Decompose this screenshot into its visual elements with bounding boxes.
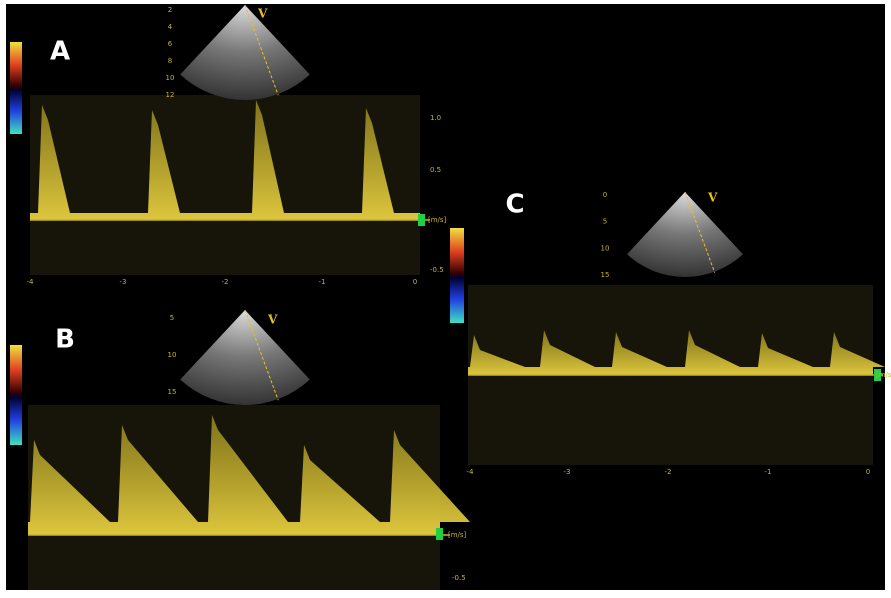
time-tick-label: -1: [319, 278, 326, 286]
time-tick-label: -2: [222, 278, 229, 286]
depth-tick-label: 0: [603, 191, 607, 199]
time-tick-label: -4: [27, 278, 35, 286]
time-tick-label: -1: [765, 468, 772, 476]
spectrum-window: [30, 95, 420, 275]
depth-tick-label: 5: [603, 218, 607, 226]
cursor-line: [244, 4, 279, 96]
depth-tick-label: 10: [168, 351, 177, 359]
depth-tick-label: 6: [168, 40, 173, 48]
doppler-spectrum: [468, 330, 885, 375]
direction-marker: V: [707, 191, 718, 205]
velocity-tick-label: -0.5: [430, 266, 444, 274]
color-bar: [10, 345, 22, 445]
panel-label: B: [55, 325, 75, 355]
baseline-marker: [874, 369, 881, 381]
cursor-line: [684, 191, 716, 273]
time-tick-label: 0: [866, 468, 870, 476]
velocity-unit: [m/s]: [876, 371, 891, 379]
baseline-marker: [418, 214, 425, 226]
depth-tick-label: 2: [168, 6, 172, 14]
color-bar: [10, 42, 22, 134]
depth-tick-label: 8: [168, 57, 172, 65]
time-tick-label: 0: [413, 278, 417, 286]
velocity-unit: [m/s]: [448, 531, 467, 539]
doppler-spectrum: [30, 100, 420, 220]
doppler-spectrum: [28, 415, 470, 535]
cursor-line: [244, 309, 279, 401]
depth-tick-label: 10: [166, 74, 175, 82]
panel-label: C: [505, 190, 524, 220]
velocity-tick-label: 1.0: [430, 114, 441, 122]
velocity-tick-label: 0.5: [430, 166, 441, 174]
depth-tick-label: 10: [601, 244, 610, 252]
time-tick-label: -4: [467, 468, 475, 476]
velocity-unit: [m/s]: [428, 216, 447, 224]
sector-image: [180, 5, 310, 101]
time-tick-label: -3: [564, 468, 571, 476]
depth-tick-label: 5: [170, 314, 174, 322]
sector-image: [627, 192, 743, 277]
velocity-tick-label: -0.5: [452, 574, 466, 582]
direction-marker: V: [267, 313, 278, 327]
color-bar: [450, 228, 464, 323]
panel-label: A: [50, 37, 70, 67]
time-tick-label: -2: [665, 468, 672, 476]
time-tick-label: -3: [120, 278, 127, 286]
depth-tick-label: 12: [166, 91, 175, 99]
sector-image: [180, 310, 310, 405]
depth-tick-label: 15: [601, 271, 610, 279]
depth-tick-label: 15: [168, 388, 177, 396]
baseline-marker: [436, 528, 443, 540]
direction-marker: V: [257, 7, 268, 21]
depth-tick-label: 4: [168, 23, 173, 31]
